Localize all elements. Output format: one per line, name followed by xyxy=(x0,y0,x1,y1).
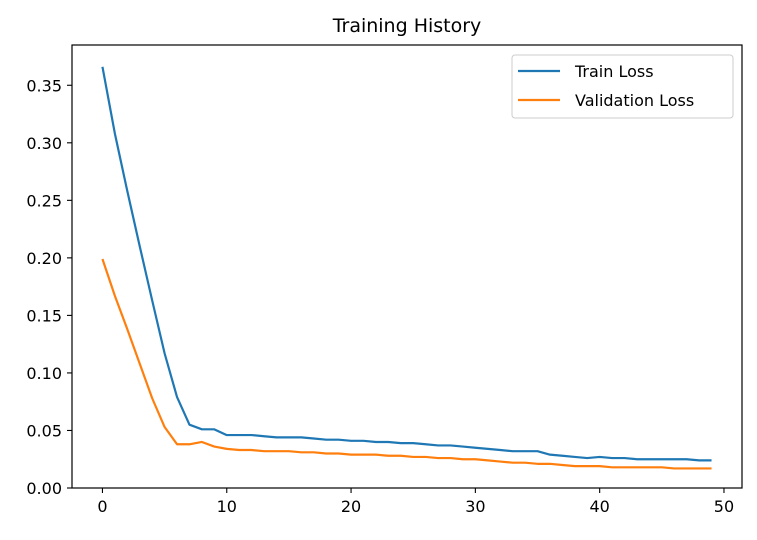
chart-title: Training History xyxy=(332,15,482,37)
y-tick-label: 0.10 xyxy=(26,364,62,383)
x-tick-label: 40 xyxy=(589,497,609,516)
legend-entry-validation-loss: Validation Loss xyxy=(518,91,694,110)
plot-frame xyxy=(71,44,743,489)
x-tick-label: 50 xyxy=(714,497,734,516)
y-tick-label: 0.25 xyxy=(26,191,62,210)
x-axis: 0 10 20 30 40 50 xyxy=(97,488,734,516)
y-tick-label: 0.00 xyxy=(26,479,62,498)
y-tick-label: 0.30 xyxy=(26,134,62,153)
series-line-validation-loss xyxy=(101,258,712,470)
y-tick-label: 0.35 xyxy=(26,76,62,95)
series-line-train-loss xyxy=(101,66,712,462)
x-tick-label: 20 xyxy=(341,497,361,516)
x-tick-label: 30 xyxy=(465,497,485,516)
y-tick-label: 0.20 xyxy=(26,249,62,268)
legend-box xyxy=(511,54,734,119)
y-axis: 0.00 0.05 0.10 0.15 0.20 0.25 0.30 0.35 xyxy=(26,76,72,498)
y-tick-label: 0.15 xyxy=(26,306,62,325)
plot-area: 0 10 20 30 40 50 0.00 0.05 0.10 0.15 0.20 0.25 0.30… xyxy=(26,44,743,516)
x-tick-label: 0 xyxy=(97,497,107,516)
legend-label-train-loss: Train Loss xyxy=(574,62,654,81)
legend-label-validation-loss: Validation Loss xyxy=(575,91,694,110)
x-tick-label: 10 xyxy=(217,497,237,516)
series-layer xyxy=(101,66,712,470)
y-tick-label: 0.05 xyxy=(26,421,62,440)
legend-entry-train-loss: Train Loss xyxy=(518,62,654,81)
legend: Train Loss Validation Loss xyxy=(511,54,734,119)
